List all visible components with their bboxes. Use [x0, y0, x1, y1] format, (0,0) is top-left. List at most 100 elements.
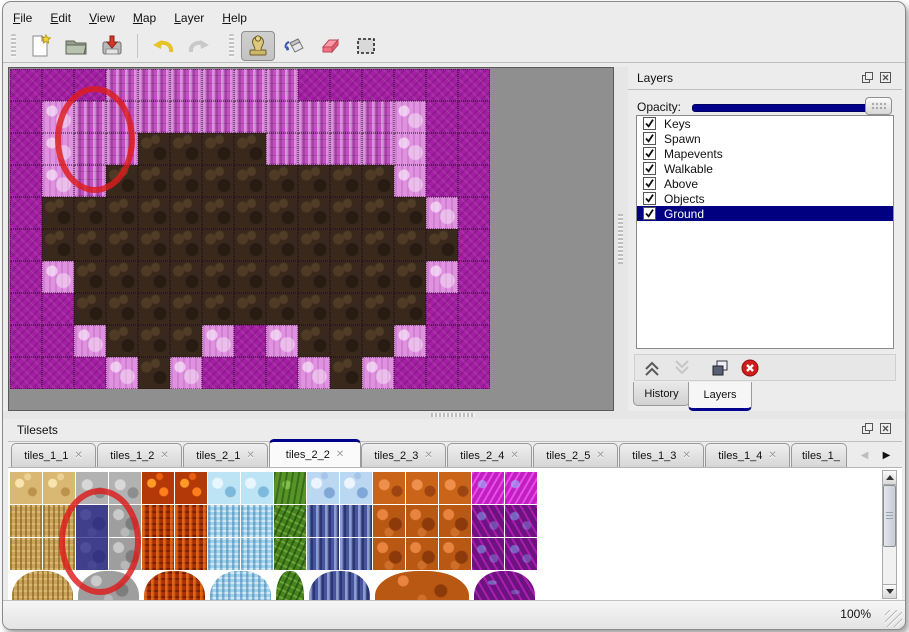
menu-help[interactable]: Help — [222, 10, 247, 25]
map-tile[interactable] — [10, 69, 42, 101]
map-tile[interactable] — [138, 197, 170, 229]
tileset-tab[interactable]: tiles_2_1 ✕ — [183, 443, 268, 467]
map-tile[interactable] — [458, 357, 490, 389]
map-tile[interactable] — [106, 261, 138, 293]
tileset-tile[interactable] — [10, 505, 42, 537]
map-tile[interactable] — [138, 133, 170, 165]
map-tile[interactable] — [202, 293, 234, 325]
map-tile[interactable] — [362, 357, 394, 389]
map-tile[interactable] — [426, 69, 458, 101]
tileset-tile[interactable] — [142, 472, 174, 504]
map-tile[interactable] — [170, 229, 202, 261]
scroll-down-icon[interactable] — [883, 584, 896, 598]
tileset-blob-tile[interactable] — [12, 571, 73, 601]
layer-row-selected[interactable]: Ground — [637, 206, 893, 221]
map-tile[interactable] — [298, 293, 330, 325]
tileset-tile[interactable] — [241, 472, 273, 504]
vertical-splitter[interactable] — [614, 67, 628, 411]
map-tile[interactable] — [10, 325, 42, 357]
map-tile[interactable] — [138, 101, 170, 133]
visibility-checkbox[interactable] — [643, 162, 656, 175]
map-tile[interactable] — [330, 261, 362, 293]
map-tile[interactable] — [298, 69, 330, 101]
map-tile[interactable] — [74, 325, 106, 357]
tileset-tile[interactable] — [307, 538, 339, 570]
resize-grip[interactable] — [885, 610, 902, 627]
map-tile[interactable] — [458, 261, 490, 293]
map-tile[interactable] — [138, 325, 170, 357]
menu-layer[interactable]: Layer — [174, 10, 205, 25]
tileset-tile[interactable] — [274, 505, 306, 537]
map-tile[interactable] — [330, 101, 362, 133]
map-tile[interactable] — [42, 357, 74, 389]
tileset-tile[interactable] — [142, 505, 174, 537]
map-tile[interactable] — [138, 261, 170, 293]
map-tile[interactable] — [74, 293, 106, 325]
tileset-tile[interactable] — [175, 505, 207, 537]
layer-row[interactable]: Mapevents — [637, 146, 893, 161]
tileset-scrollbar[interactable] — [882, 470, 897, 599]
tileset-blob-tile[interactable] — [309, 571, 370, 601]
tileset-tile[interactable] — [472, 538, 504, 570]
horizontal-splitter[interactable] — [3, 411, 905, 419]
map-tile[interactable] — [394, 133, 426, 165]
lower-layer-button[interactable] — [669, 357, 695, 379]
map-tile[interactable] — [426, 229, 458, 261]
tileset-canvas[interactable] — [8, 467, 902, 601]
map-tile[interactable] — [106, 293, 138, 325]
map-tile[interactable] — [394, 165, 426, 197]
visibility-checkbox[interactable] — [643, 147, 656, 160]
tileset-blob-tile[interactable] — [210, 571, 271, 601]
map-tile[interactable] — [10, 293, 42, 325]
map-tile[interactable] — [234, 197, 266, 229]
map-tile[interactable] — [10, 165, 42, 197]
map-tile[interactable] — [266, 165, 298, 197]
map-tile[interactable] — [234, 357, 266, 389]
close-tab-icon[interactable]: ✕ — [682, 450, 691, 461]
map-tile[interactable] — [458, 133, 490, 165]
tileset-tile[interactable] — [373, 538, 405, 570]
map-tile[interactable] — [362, 325, 394, 357]
visibility-checkbox[interactable] — [643, 132, 656, 145]
map-tile[interactable] — [362, 229, 394, 261]
tileset-tile[interactable] — [340, 538, 372, 570]
map-tile[interactable] — [266, 293, 298, 325]
tab-scroll-right-icon[interactable]: ▶ — [879, 445, 894, 465]
map-tile[interactable] — [362, 165, 394, 197]
map-tile[interactable] — [330, 325, 362, 357]
map-tile[interactable] — [202, 261, 234, 293]
tileset-tile[interactable] — [274, 538, 306, 570]
tileset-blob-tile[interactable] — [276, 571, 304, 601]
map-tile[interactable] — [10, 357, 42, 389]
visibility-checkbox[interactable] — [643, 207, 656, 220]
redo-button[interactable] — [182, 31, 216, 61]
opacity-slider[interactable] — [692, 93, 892, 119]
map-tile[interactable] — [458, 293, 490, 325]
map-tile[interactable] — [202, 197, 234, 229]
tab-layers[interactable]: Layers — [688, 382, 752, 411]
map-tile[interactable] — [458, 229, 490, 261]
map-tile[interactable] — [426, 325, 458, 357]
tileset-tile[interactable] — [472, 472, 504, 504]
tab-history[interactable]: History — [633, 382, 690, 406]
map-tile[interactable] — [234, 325, 266, 357]
new-map-button[interactable] — [23, 31, 57, 61]
tileset-tab[interactable]: tiles_1_4 ✕ — [705, 443, 790, 467]
map-tile[interactable] — [42, 197, 74, 229]
tileset-tile[interactable] — [472, 505, 504, 537]
map-tile[interactable] — [10, 197, 42, 229]
map-tile[interactable] — [170, 69, 202, 101]
tileset-tile[interactable] — [175, 472, 207, 504]
map-tile[interactable] — [170, 293, 202, 325]
map-tile[interactable] — [42, 325, 74, 357]
map-tile[interactable] — [106, 325, 138, 357]
tileset-tile[interactable] — [406, 538, 438, 570]
tileset-tile[interactable] — [274, 472, 306, 504]
tileset-tile[interactable] — [10, 538, 42, 570]
menu-map[interactable]: Map — [132, 10, 157, 25]
map-tile[interactable] — [10, 101, 42, 133]
tileset-tile[interactable] — [241, 505, 273, 537]
map-tile[interactable] — [266, 101, 298, 133]
map-tile[interactable] — [138, 165, 170, 197]
tileset-tab[interactable]: tiles_1_2 ✕ — [97, 443, 182, 467]
